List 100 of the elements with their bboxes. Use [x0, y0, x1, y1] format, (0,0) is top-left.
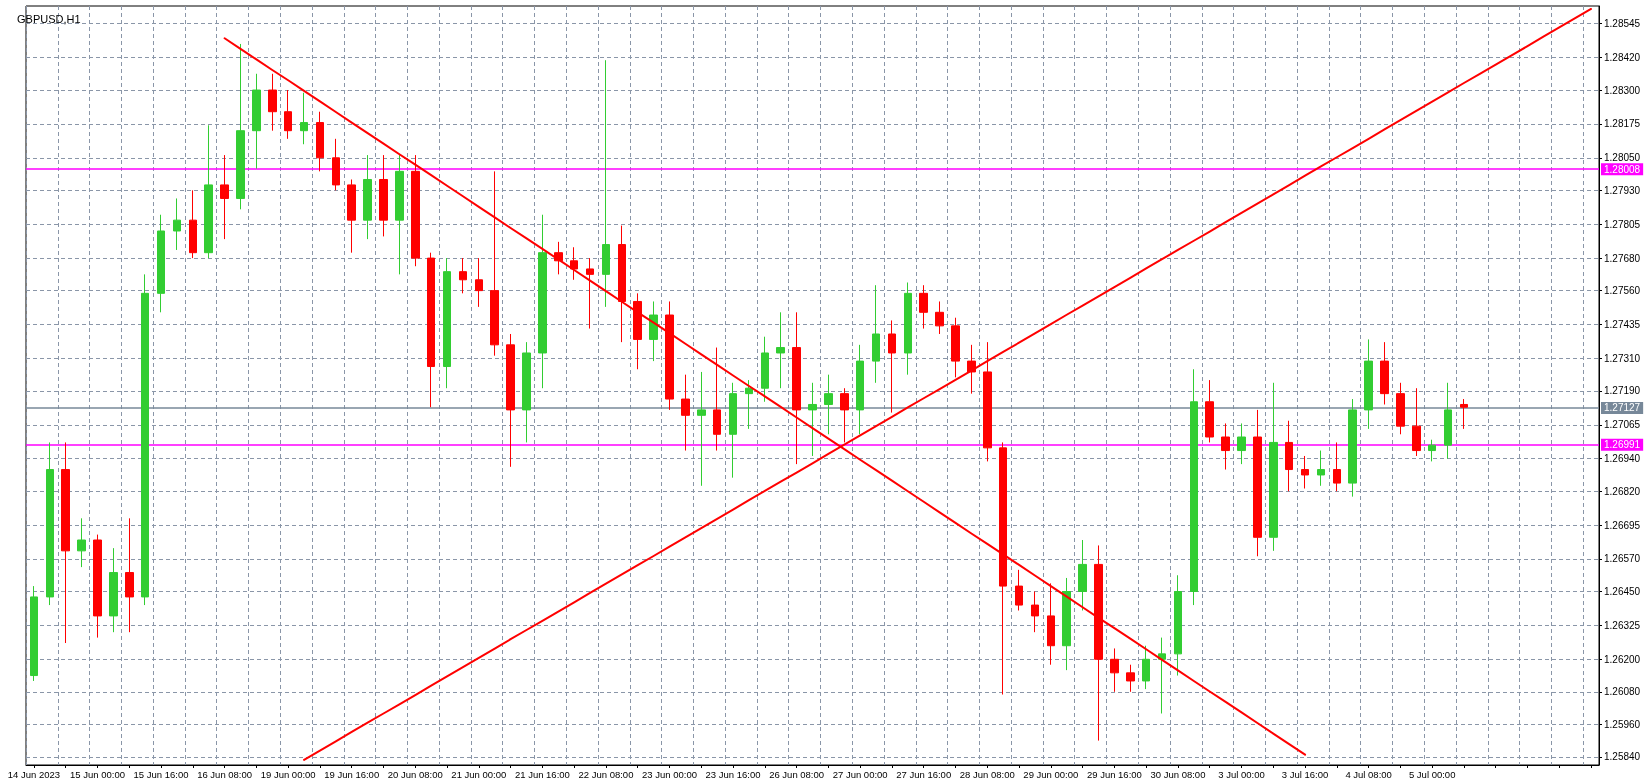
x-tick-label: 22 Jun 08:00	[578, 768, 634, 780]
y-tick-label: 1.26080	[1604, 686, 1641, 698]
candlestick	[1158, 637, 1166, 714]
candlestick	[379, 154, 388, 237]
ref-line-label: 1.28008	[1604, 163, 1641, 175]
candlestick	[872, 284, 880, 384]
candlestick	[1094, 544, 1103, 742]
candlestick	[649, 300, 658, 362]
candlestick	[395, 154, 404, 275]
candlestick	[173, 197, 181, 251]
x-tick-label: 15 Jun 00:00	[70, 768, 125, 780]
y-tick-label: 1.26940	[1604, 453, 1641, 465]
candlestick	[427, 252, 435, 408]
candlestick	[1460, 398, 1468, 430]
candlestick	[1142, 645, 1150, 690]
candlestick	[1269, 382, 1278, 552]
candlestick	[999, 441, 1007, 696]
candlestick	[506, 333, 515, 468]
candlestick	[157, 214, 165, 313]
candlestick	[840, 387, 849, 443]
x-tick-label: 30 Jun 08:00	[1150, 768, 1206, 780]
y-tick-label: 1.28175	[1604, 118, 1641, 130]
y-tick-label: 1.26820	[1604, 485, 1641, 497]
y-tick-label: 1.27680	[1604, 252, 1641, 264]
y-tick-label: 1.25840	[1604, 751, 1641, 763]
x-tick-label: 27 Jun 16:00	[896, 768, 952, 780]
y-tick-label: 1.27805	[1604, 218, 1641, 230]
candlestick	[490, 170, 499, 357]
x-tick-label: 19 Jun 16:00	[324, 768, 380, 780]
y-tick-label: 1.28050	[1604, 152, 1641, 164]
x-tick-label: 26 Jun 08:00	[769, 768, 825, 780]
x-tick-label: 29 Jun 16:00	[1086, 768, 1142, 780]
x-tick-label: 15 Jun 16:00	[133, 768, 189, 780]
candlestick	[332, 138, 340, 191]
x-tick-label: 23 Jun 00:00	[642, 768, 697, 780]
candlestick	[411, 154, 420, 267]
candlestick	[252, 73, 261, 170]
candlestick	[681, 374, 690, 452]
candlestick	[538, 214, 547, 389]
candlestick	[1253, 409, 1262, 557]
candlestick	[1047, 582, 1055, 666]
y-tick-label: 1.26695	[1604, 519, 1641, 531]
x-tick-label: 21 Jun 16:00	[514, 768, 570, 780]
candlestick	[125, 517, 134, 633]
candlestick	[951, 317, 960, 378]
candlestick	[475, 257, 483, 308]
candlestick	[1126, 664, 1135, 693]
candlestick	[459, 257, 467, 294]
y-tick-label: 1.28420	[1604, 52, 1641, 63]
candlestick	[1078, 539, 1087, 611]
candlestick	[904, 281, 912, 376]
x-tick-label: 28 Jun 08:00	[959, 768, 1015, 780]
y-tick-label: 1.27310	[1604, 352, 1641, 364]
candlestick	[792, 311, 801, 465]
y-tick-label: 1.26200	[1604, 653, 1641, 665]
candlestick	[1412, 387, 1421, 457]
x-tick-label: 27 Jun 00:00	[832, 768, 888, 780]
y-tick-label: 1.28300	[1604, 84, 1641, 96]
y-tick-label: 1.27065	[1604, 419, 1641, 431]
x-tick-label: 20 Jun 08:00	[387, 768, 443, 780]
candlestick	[967, 344, 976, 395]
x-tick-label: 3 Jul 16:00	[1281, 768, 1329, 780]
candlestick	[761, 336, 769, 403]
candlestick	[618, 225, 626, 343]
candlestick	[665, 300, 674, 411]
candlestick	[1237, 422, 1246, 465]
candlestick	[1428, 439, 1436, 462]
candlestick	[1015, 569, 1023, 611]
candlestick	[1364, 338, 1373, 430]
candlestick	[856, 344, 864, 435]
x-tick-label: 16 Jun 08:00	[197, 768, 253, 780]
candlestick	[77, 517, 86, 568]
candlestick	[1221, 422, 1230, 471]
ref-line-label: 1.27127	[1604, 402, 1641, 414]
candlestick	[745, 379, 753, 430]
candlestick	[316, 111, 324, 172]
x-tick-label: 21 Jun 00:00	[451, 768, 507, 780]
candlestick	[1333, 441, 1341, 492]
candlestick	[824, 374, 833, 435]
y-tick-label: 1.28545	[1604, 18, 1641, 30]
candlestick	[30, 585, 38, 682]
candlestick	[1174, 574, 1182, 677]
candlestick	[1031, 591, 1039, 633]
ref-line-label: 1.26991	[1604, 439, 1641, 451]
x-tick-label: 3 Jul 00:00	[1218, 768, 1265, 780]
candlestick	[109, 547, 118, 633]
candlestick	[983, 341, 992, 462]
candlestick	[808, 382, 817, 457]
candlestick	[268, 73, 277, 132]
candlestick	[1301, 455, 1309, 490]
candlestick	[522, 341, 531, 443]
candlestick	[586, 257, 594, 330]
candlestick	[46, 441, 54, 606]
candlestick	[300, 92, 308, 145]
x-tick-label: 14 Jun 2023	[7, 768, 61, 780]
candlestick	[1285, 420, 1293, 492]
candlestick	[284, 89, 292, 140]
candlestick	[189, 189, 197, 259]
candlestick	[570, 246, 578, 281]
candlestick	[141, 273, 149, 606]
